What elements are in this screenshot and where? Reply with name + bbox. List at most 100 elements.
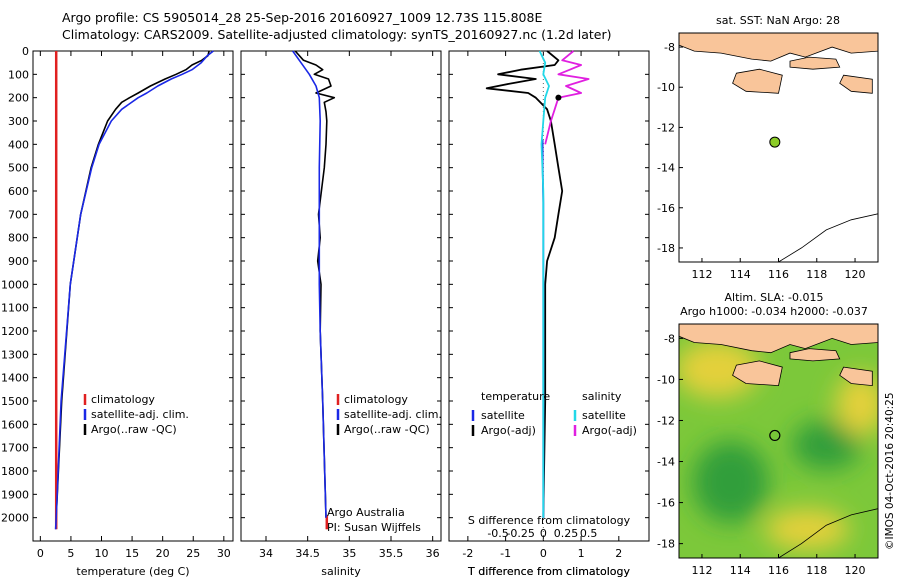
plot-frame-salinity xyxy=(240,50,442,542)
map-x-tick-label: 116 xyxy=(768,268,789,281)
series-line-satellite xyxy=(292,50,327,518)
annotation-argo-australia: Argo Australia xyxy=(327,506,405,519)
legend-title-salinity: salinity xyxy=(582,390,622,403)
argo-float-marker xyxy=(769,136,781,148)
map-x-tick-label: 118 xyxy=(806,268,827,281)
y-tick-label: 1200 xyxy=(1,325,29,338)
x-tick-label: 34 xyxy=(259,547,273,560)
y-tick-label: 2000 xyxy=(1,512,29,525)
map-y-tick-label: -8 xyxy=(664,41,675,54)
y-tick-label: 700 xyxy=(8,208,29,221)
land-island-3 xyxy=(839,366,873,387)
legend-label-climatology: climatology xyxy=(344,393,408,406)
map-y-tick-label: -10 xyxy=(657,81,675,94)
series-line-satellite xyxy=(54,50,214,530)
s-tick-label: -0.5 xyxy=(487,527,508,540)
land-island-1 xyxy=(789,348,841,362)
y-tick-label: 800 xyxy=(8,232,29,245)
map-x-tick-label: 112 xyxy=(691,268,712,281)
map-x-tick-label: 114 xyxy=(730,564,751,577)
y-tick-label: 200 xyxy=(8,92,29,105)
series-line-argo xyxy=(485,50,564,518)
plot-frame-temperature xyxy=(32,50,234,542)
x-tick-label: 5 xyxy=(67,547,74,560)
plot-frame-differences xyxy=(448,50,650,542)
header-line-1: Argo profile: CS 5905014_28 25-Sep-2016 … xyxy=(62,10,543,25)
y-tick-label: 1300 xyxy=(1,348,29,361)
map-y-tick-label: -14 xyxy=(657,162,675,175)
heatmap-blob-high xyxy=(679,340,760,398)
land-island-2 xyxy=(732,68,783,94)
map-y-tick-label: -12 xyxy=(657,121,675,134)
y-tick-label: 1700 xyxy=(1,442,29,455)
map-background xyxy=(679,33,878,262)
x-tick-label: 30 xyxy=(217,547,231,560)
map-x-tick-label: 120 xyxy=(845,268,866,281)
y-tick-label: 1000 xyxy=(1,278,29,291)
y-tick-label: 900 xyxy=(8,255,29,268)
s-tick-label: -0.25 xyxy=(506,527,534,540)
map-y-tick-label: -16 xyxy=(657,202,675,215)
legend-title-temperature: temperature xyxy=(481,390,550,403)
x-tick-label: 25 xyxy=(186,547,200,560)
sla-map-title-2: Argo h1000: -0.034 h2000: -0.037 xyxy=(680,305,868,318)
map-content-sla_map xyxy=(679,324,878,558)
y-tick-label: 600 xyxy=(8,185,29,198)
heatmap-blob-high xyxy=(765,508,850,550)
map-y-tick-label: -16 xyxy=(657,497,675,510)
data-marker-point xyxy=(555,94,562,101)
series-line-sal_argo xyxy=(544,50,590,145)
land-island-3 xyxy=(839,74,873,94)
x-tick-label: 0 xyxy=(540,547,547,560)
land-island-0 xyxy=(679,324,878,354)
map-y-tick-label: -14 xyxy=(657,456,675,469)
australia-coastline xyxy=(778,213,878,262)
s-axis-label: S difference from climatology xyxy=(468,514,631,527)
y-tick-label: 1900 xyxy=(1,488,29,501)
map-x-tick-label: 114 xyxy=(730,268,751,281)
y-tick-label: 100 xyxy=(8,68,29,81)
x-tick-label: 35.5 xyxy=(379,547,404,560)
sst-map-title: sat. SST: NaN Argo: 28 xyxy=(716,14,840,27)
map-x-tick-label: 116 xyxy=(768,564,789,577)
y-tick-label: 500 xyxy=(8,162,29,175)
y-tick-label: 0 xyxy=(22,45,29,58)
land-island-2 xyxy=(732,360,783,387)
x-tick-label: 34.5 xyxy=(295,547,320,560)
map-y-tick-label: -8 xyxy=(664,332,675,345)
australia-coastline xyxy=(778,508,878,558)
legend-label-s-sal_argo: Argo(-adj) xyxy=(582,424,637,437)
s-tick-label: 0.5 xyxy=(580,527,598,540)
x-axis-label: temperature (deg C) xyxy=(76,565,189,578)
x-axis-label-t: T difference from climatology xyxy=(467,565,630,578)
y-tick-label: 1800 xyxy=(1,465,29,478)
heatmap-blob-high xyxy=(835,373,878,435)
s-tick-label: 0.25 xyxy=(554,527,579,540)
map-y-tick-label: -10 xyxy=(657,373,675,386)
imos-credit: ©IMOS 04-Oct-2016 20:40:25 xyxy=(884,392,896,550)
legend-label-t-argo: Argo(-adj) xyxy=(481,424,536,437)
x-tick-label: 10 xyxy=(95,547,109,560)
sla-map-title-1: Altim. SLA: -0.015 xyxy=(724,291,823,304)
legend-label-satellite: satellite-adj. clim. xyxy=(344,408,442,421)
map-x-tick-label: 120 xyxy=(845,564,866,577)
y-tick-label: 1400 xyxy=(1,372,29,385)
land-island-0 xyxy=(679,33,878,62)
x-axis-label: T difference from climatology xyxy=(467,565,630,578)
y-tick-label: 1100 xyxy=(1,302,29,315)
header-line-2: Climatology: CARS2009. Satellite-adjuste… xyxy=(62,27,612,42)
x-tick-label: 2 xyxy=(615,547,622,560)
x-tick-label: 15 xyxy=(125,547,139,560)
series-line-sal_satellite xyxy=(538,50,550,518)
y-tick-label: 1600 xyxy=(1,418,29,431)
y-tick-label: 1500 xyxy=(1,395,29,408)
legend-label-satellite: satellite-adj. clim. xyxy=(91,408,189,421)
annotation-pi-name: PI: Susan Wijffels xyxy=(327,521,421,534)
x-tick-label: -2 xyxy=(462,547,473,560)
map-content-sst_map xyxy=(679,33,878,262)
map-x-tick-label: 118 xyxy=(806,564,827,577)
map-y-tick-label: -18 xyxy=(657,538,675,551)
map-y-tick-label: -12 xyxy=(657,414,675,427)
argo-float-marker xyxy=(769,429,781,442)
